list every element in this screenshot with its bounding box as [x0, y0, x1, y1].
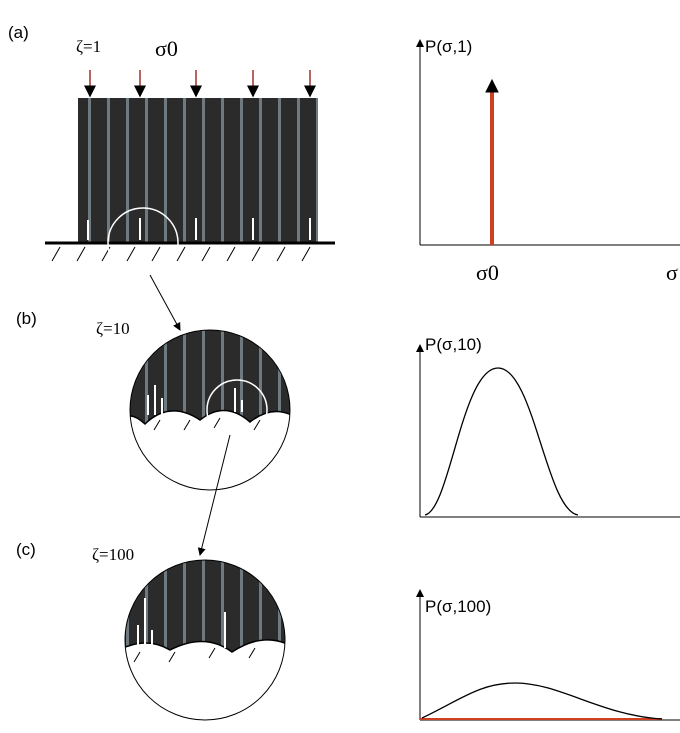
panel-label: (a) [8, 23, 29, 42]
x-tick: σ0 [476, 260, 499, 285]
zeta: ζ=10 [96, 319, 130, 338]
stress-label: σ0 [155, 36, 178, 61]
panel-label: (c) [16, 540, 36, 559]
sample-c [124, 559, 286, 721]
zeta: ζ=1 [76, 37, 101, 56]
sample-b [129, 329, 291, 556]
plot-c [416, 589, 680, 721]
x-axis-label: σ [666, 260, 678, 285]
plot-title: P(σ,10) [425, 335, 482, 354]
sample-a [45, 70, 335, 331]
plot-a [416, 39, 680, 246]
plot-title: P(σ,100) [425, 597, 491, 616]
panel-label: (b) [16, 309, 37, 328]
zeta: ζ=100 [92, 545, 134, 564]
plot-b [416, 344, 680, 518]
plot-title: P(σ,1) [425, 37, 472, 56]
